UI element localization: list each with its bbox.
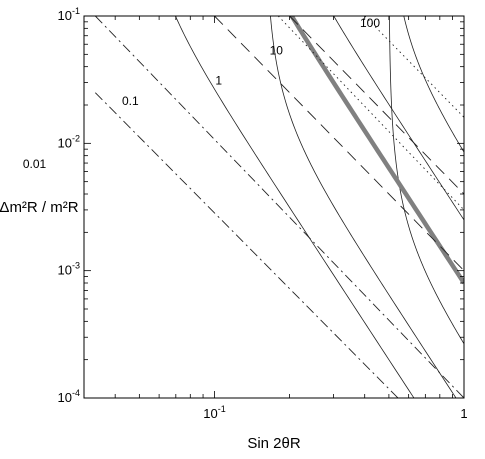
x-tick-label: 1	[460, 406, 467, 421]
contour-0-01	[175, 16, 415, 398]
curve-layer	[94, 16, 464, 398]
reference-line-dash-dot	[94, 92, 399, 398]
contour-100	[403, 16, 464, 153]
contour-label-0-1: 0.1	[122, 94, 139, 108]
reference-line-dotted	[364, 16, 464, 118]
curve-label-layer: 0.01 0.1 1 10 100	[23, 16, 381, 171]
reference-line-dashed	[214, 16, 464, 271]
y-tick-label: 10-2	[58, 133, 80, 150]
contour-label-1: 1	[215, 74, 222, 88]
reference-line-dotted	[277, 16, 464, 211]
contour-label-10: 10	[270, 43, 284, 57]
reference-line-dash-dot	[94, 16, 464, 398]
y-tick-label: 10-4	[58, 388, 80, 405]
contour-10	[333, 16, 464, 221]
contour-label-100: 100	[360, 16, 380, 30]
x-axis-label: Sin 2θR	[247, 435, 301, 452]
contour-label-0-01: 0.01	[23, 157, 47, 171]
plot-frame	[83, 15, 465, 399]
y-tick-label: 10-3	[58, 261, 80, 278]
y-axis-label: Δm²R / m²R	[0, 199, 79, 216]
contour-1	[389, 16, 464, 344]
x-tick-label: 10-1	[203, 404, 225, 421]
y-tick-label: 10-1	[58, 6, 80, 23]
reference-line-dashed	[289, 16, 464, 195]
contour-0-1	[270, 16, 457, 398]
thick-curve	[289, 16, 464, 285]
